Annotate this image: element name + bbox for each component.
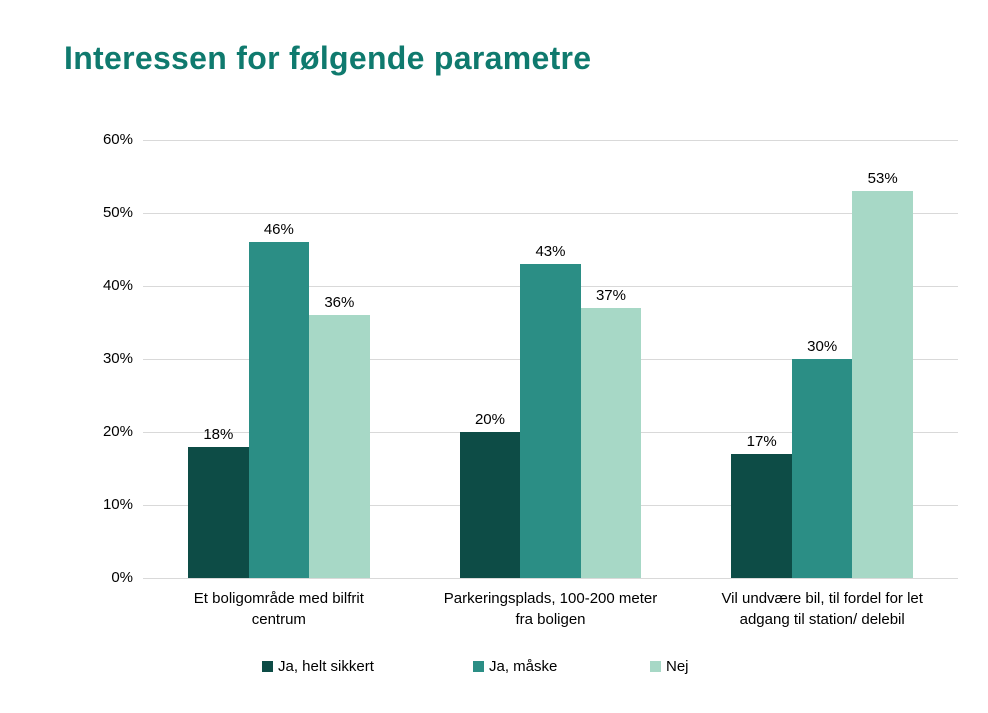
gridline xyxy=(143,578,958,579)
y-tick-label: 60% xyxy=(102,131,133,148)
bar-fill xyxy=(248,242,310,578)
bar-fill xyxy=(580,307,642,578)
bar-value-label: 53% xyxy=(867,170,898,188)
category-label: Et boligområde med bilfrit centrum xyxy=(193,590,364,628)
legend-label: Ja, helt sikkert xyxy=(278,657,374,675)
bar-fill xyxy=(852,191,913,578)
bar: 36% xyxy=(309,140,370,578)
y-tick-label: 10% xyxy=(102,496,133,514)
bar-fill xyxy=(188,446,249,578)
y-tick-label: 0% xyxy=(111,569,133,586)
bar: 53% xyxy=(852,140,913,578)
y-tick-label: 50% xyxy=(102,204,133,221)
category-label: Parkeringsplads, 100-200 meter fra bolige… xyxy=(443,590,658,628)
bar-value-label: 36% xyxy=(324,294,355,312)
bar: 18% xyxy=(188,140,249,578)
bar-fill xyxy=(731,453,792,578)
bar: 30% xyxy=(791,140,853,578)
bar: 43% xyxy=(520,140,581,578)
category-label: Vil undvære bil, til fordel for let adgan… xyxy=(721,590,923,628)
bar-value-label: 20% xyxy=(474,411,505,429)
y-tick-label: 30% xyxy=(102,350,133,367)
legend-item: Ja, måske xyxy=(473,656,557,676)
bar-value-label: 46% xyxy=(263,221,294,239)
category-axis: Et boligområde med bilfrit centrum Parkeri… xyxy=(143,588,958,630)
bar-value-label: 17% xyxy=(746,432,777,450)
legend-item: Nej xyxy=(650,656,689,676)
legend-swatch xyxy=(650,660,661,672)
y-tick-label: 40% xyxy=(102,277,133,295)
bar-group: 17% 30% 53% xyxy=(686,140,958,578)
bar-group: 18% 46% 36% xyxy=(143,140,415,578)
gridline xyxy=(143,140,958,141)
legend: Ja, helt sikkert Ja, måske Nej xyxy=(143,656,958,680)
bar: 17% xyxy=(731,140,792,578)
bar: 20% xyxy=(459,140,521,578)
bar-value-label: 30% xyxy=(807,338,838,355)
legend-label: Ja, måske xyxy=(489,657,558,675)
legend-label: Nej xyxy=(666,657,689,675)
plot-area: 0% 10% 20% 30% 40% 50% 60% 18% 46% 36% 20% 43% 37% 17… xyxy=(103,132,958,586)
bar-group: 20% 43% 37% xyxy=(415,140,687,578)
bar-fill xyxy=(309,315,370,578)
legend-swatch xyxy=(262,660,273,672)
chart-title: Interessen for følgende parametre xyxy=(64,40,592,76)
bar-fill xyxy=(791,359,853,578)
legend-item: Ja, helt sikkert xyxy=(262,656,374,676)
bar-value-label: 37% xyxy=(595,286,626,304)
bar-fill xyxy=(520,264,581,578)
bar: 46% xyxy=(248,140,310,578)
bar-fill xyxy=(459,432,521,578)
gridline xyxy=(143,213,958,214)
legend-swatch xyxy=(473,660,484,672)
bar: 37% xyxy=(580,140,642,578)
bar-value-label: 18% xyxy=(203,425,234,443)
y-tick-label: 20% xyxy=(102,423,133,441)
bar-value-label: 43% xyxy=(535,243,566,261)
